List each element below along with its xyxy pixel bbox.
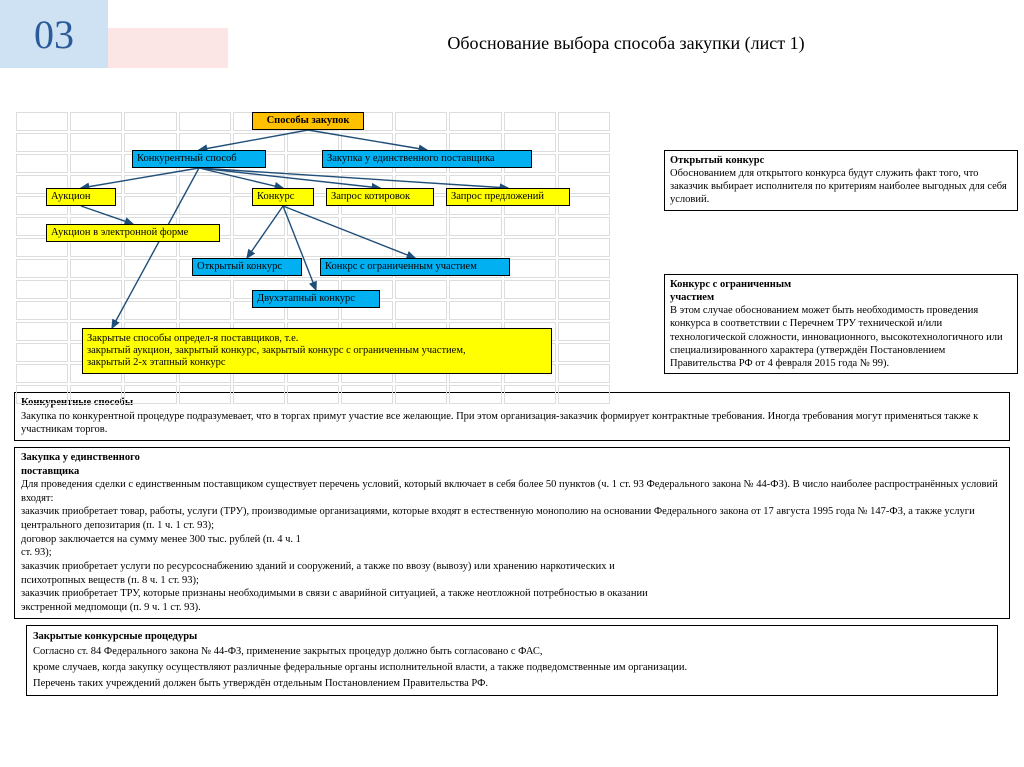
node-zkot: Запрос котировок: [326, 188, 434, 206]
side-note-0: Открытый конкурсОбоснованием для открыто…: [664, 150, 1018, 211]
side-note-1: Конкурс с ограниченным участиемВ этом сл…: [664, 274, 1018, 374]
node-two: Двухэтапный конкурс: [252, 290, 380, 308]
node-eauk: Аукцион в электронной форме: [46, 224, 220, 242]
node-closed: Закрытые способы определ-я поставщиков, …: [82, 328, 552, 374]
slide-number: 03: [0, 0, 108, 68]
node-lim: Конкрс с ограниченным участием: [320, 258, 510, 276]
node-konk: Конкурс: [252, 188, 314, 206]
text-block-1: Закупка у единственного поставщикаДля пр…: [14, 447, 1010, 619]
text-block-2: Закрытые конкурсные процедурыСогласно ст…: [26, 625, 998, 696]
node-auk: Аукцион: [46, 188, 116, 206]
node-open: Открытый конкурс: [192, 258, 302, 276]
page-title: Обоснование выбора способа закупки (лист…: [228, 15, 1024, 54]
node-root: Способы закупок: [252, 112, 364, 130]
node-comp: Конкурентный способ: [132, 150, 266, 168]
node-zpred: Запрос предложений: [446, 188, 570, 206]
node-single: Закупка у единственного поставщика: [322, 150, 532, 168]
header-accent: [108, 28, 228, 68]
flowchart: Способы закупок Конкурентный способ Закупк…: [14, 106, 1024, 386]
header: 03 Обоснование выбора способа закупки (л…: [0, 0, 1024, 68]
